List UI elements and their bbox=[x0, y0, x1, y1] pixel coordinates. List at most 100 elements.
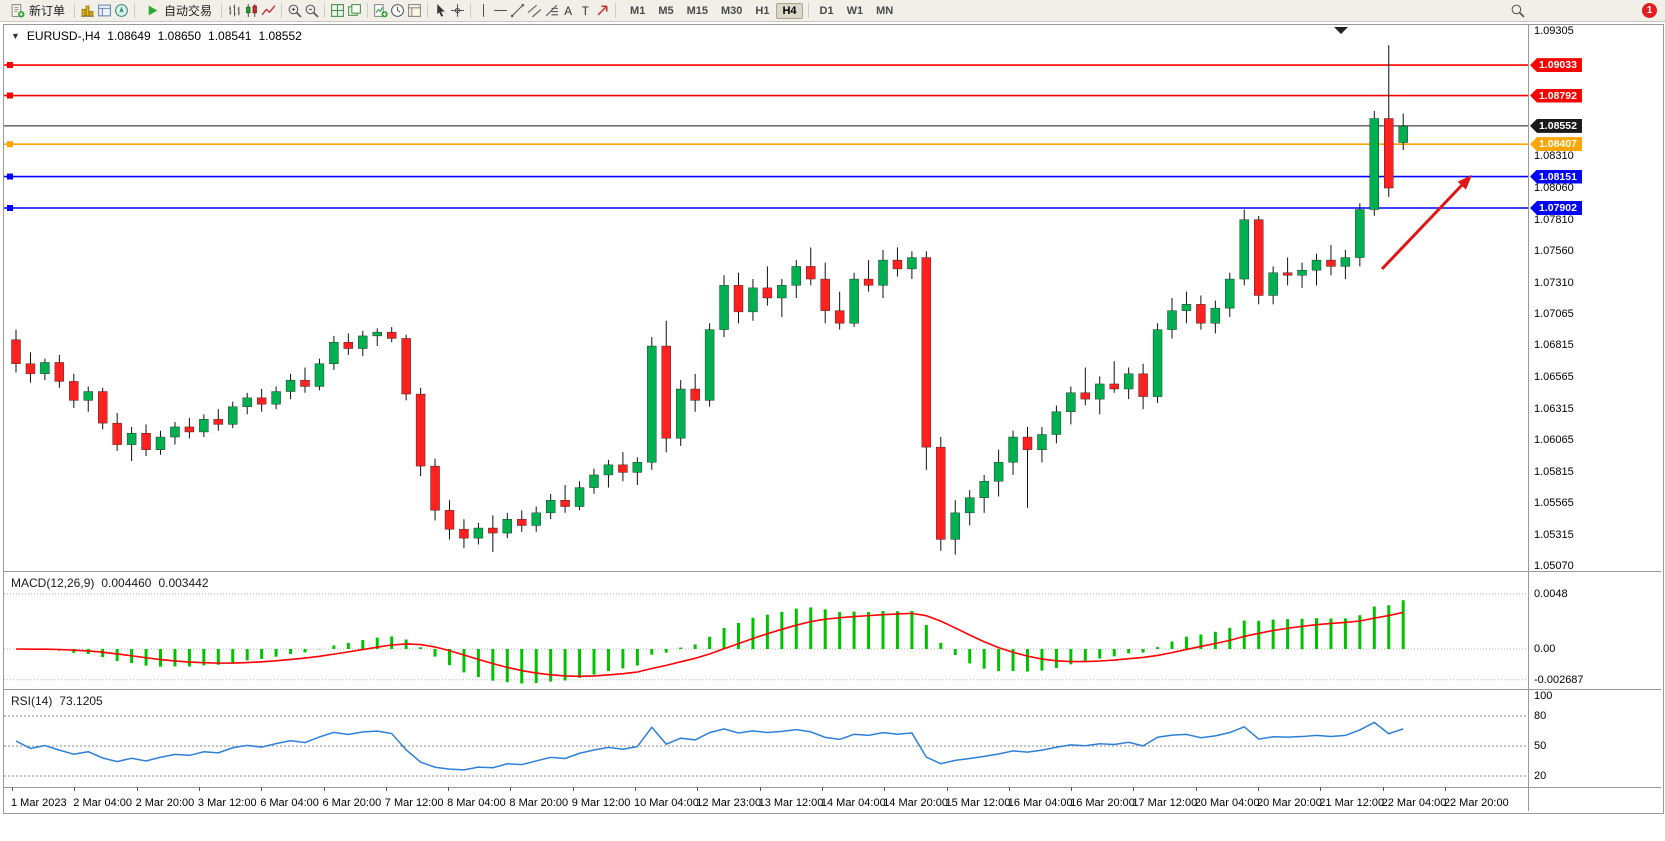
price-axis-label: 1.06565 bbox=[1534, 370, 1574, 383]
text-icon[interactable]: A bbox=[560, 2, 577, 19]
price-line-tag: 1.08552 bbox=[1530, 118, 1582, 133]
timeframe-w1-button[interactable]: W1 bbox=[846, 4, 864, 17]
tile-windows-icon[interactable] bbox=[329, 2, 346, 19]
fibonacci-icon[interactable] bbox=[543, 2, 560, 19]
time-axis-tick bbox=[1008, 787, 1010, 791]
search-icon[interactable] bbox=[1509, 2, 1526, 19]
price-axis-label: 1.07310 bbox=[1534, 276, 1574, 289]
time-axis-tick bbox=[821, 787, 823, 791]
panel-separator bbox=[4, 787, 1661, 788]
time-axis-tick bbox=[1258, 787, 1259, 791]
time-axis[interactable]: 1 Mar 2023 2 Mar 04:00 2 Mar 20:00 3 Mar 12… bbox=[4, 787, 1528, 812]
open-value: 1.08649 bbox=[107, 29, 151, 43]
time-axis-tick bbox=[1320, 787, 1322, 791]
line-chart-icon[interactable] bbox=[260, 2, 277, 19]
svg-text:A: A bbox=[564, 5, 572, 18]
time-axis-label: 22 Mar 04:00 bbox=[1381, 797, 1447, 809]
timeframe-h4-button[interactable]: H4 bbox=[776, 2, 803, 19]
indicators-icon[interactable] bbox=[372, 2, 389, 19]
macd-axis-label: 0.00 bbox=[1534, 643, 1556, 655]
price-axis-label: 1.07560 bbox=[1534, 245, 1574, 258]
price-axis-label: 1.07810 bbox=[1534, 213, 1574, 226]
time-axis-tick bbox=[385, 787, 387, 791]
toolbar-separator bbox=[427, 3, 429, 18]
time-axis-tick bbox=[323, 787, 325, 791]
time-axis-tick bbox=[572, 787, 574, 791]
price-axis-label: 1.05070 bbox=[1534, 559, 1574, 572]
price-axis[interactable]: 1.09305 1.08310 1.08060 1.07810 1.07560 1.073… bbox=[1529, 25, 1661, 811]
timeframe-d1-button[interactable]: D1 bbox=[819, 4, 834, 17]
time-axis-tick bbox=[1444, 787, 1446, 791]
zoom-in-icon[interactable] bbox=[286, 2, 303, 19]
price-axis-label: 1.06315 bbox=[1534, 402, 1574, 415]
time-axis-label: 14 Mar 20:00 bbox=[883, 797, 949, 809]
horizontal-line-icon[interactable] bbox=[492, 2, 509, 19]
rsi-panel[interactable] bbox=[4, 690, 1528, 787]
svg-text:T: T bbox=[582, 5, 589, 18]
arrows-icon[interactable] bbox=[594, 2, 611, 19]
timeframe-m30-button[interactable]: M30 bbox=[721, 4, 743, 17]
vertical-line-icon[interactable] bbox=[475, 2, 492, 19]
macd-header: MACD(12,26,9) 0.004460 0.003442 bbox=[11, 576, 209, 590]
timeframe-toolbar: M1 M5 M15 M30 H1 H4 D1 W1 MN bbox=[624, 2, 899, 19]
timeframe-h1-button[interactable]: H1 bbox=[755, 4, 770, 17]
timeframe-m1-button[interactable]: M1 bbox=[630, 4, 646, 17]
timeframe-mn-button[interactable]: MN bbox=[876, 4, 894, 17]
navigator-icon[interactable] bbox=[113, 2, 130, 19]
time-axis-label: 10 Mar 04:00 bbox=[634, 797, 699, 809]
bar-chart-icon[interactable] bbox=[226, 2, 243, 19]
text-label-icon[interactable]: T bbox=[577, 2, 594, 19]
data-window-icon[interactable] bbox=[96, 2, 113, 19]
ohlc-header: ▼ EURUSD-,H4 1.08649 1.08650 1.08541 1.0… bbox=[11, 29, 302, 43]
new-order-button[interactable]: 新订单 bbox=[4, 0, 70, 21]
toolbar: 新订单 自动交易 bbox=[0, 0, 1665, 22]
trend-arrow bbox=[1380, 183, 1464, 271]
time-axis-label: 8 Mar 04:00 bbox=[447, 797, 506, 809]
toolbar-separator bbox=[221, 3, 223, 18]
price-line-tag: 1.07902 bbox=[1530, 201, 1582, 215]
one-click-trading-icon[interactable]: ▼ bbox=[11, 31, 20, 41]
toolbar-right: 1 bbox=[1509, 2, 1661, 19]
price-axis-label: 1.05565 bbox=[1534, 497, 1574, 510]
price-axis-label: 1.08060 bbox=[1534, 182, 1574, 195]
chart-plot-area[interactable] bbox=[4, 25, 1528, 571]
auto-trading-button[interactable]: 自动交易 bbox=[139, 0, 217, 21]
chart-window: ▼ EURUSD-,H4 1.08649 1.08650 1.08541 1.0… bbox=[3, 24, 1664, 814]
macd-axis-label: -0.002687 bbox=[1534, 673, 1584, 686]
trendline-icon[interactable] bbox=[509, 2, 526, 19]
time-axis-tick bbox=[1195, 787, 1197, 791]
market-watch-icon[interactable] bbox=[79, 2, 96, 19]
toolbar-separator bbox=[470, 3, 472, 18]
price-line-tag: 1.08792 bbox=[1530, 88, 1582, 103]
macd-panel[interactable] bbox=[4, 572, 1528, 689]
timeframe-m15-button[interactable]: M15 bbox=[686, 4, 708, 17]
new-order-icon bbox=[9, 2, 26, 19]
panel-separator[interactable] bbox=[4, 689, 1661, 690]
zoom-out-icon[interactable] bbox=[303, 2, 320, 19]
cascade-windows-icon[interactable] bbox=[346, 2, 363, 19]
time-axis-tick bbox=[884, 787, 886, 791]
auto-trading-label: 自动交易 bbox=[164, 4, 213, 18]
candlestick-chart-icon[interactable] bbox=[243, 2, 260, 19]
toolbar-separator bbox=[324, 3, 326, 18]
periods-icon[interactable] bbox=[389, 2, 406, 19]
crosshair-icon[interactable] bbox=[449, 2, 466, 19]
price-axis-label: 1.08310 bbox=[1534, 150, 1574, 163]
time-axis-label: 6 Mar 04:00 bbox=[260, 797, 319, 809]
rsi-header: RSI(14) 73.1205 bbox=[11, 694, 103, 708]
time-axis-label: 22 Mar 20:00 bbox=[1443, 797, 1509, 809]
time-axis-tick bbox=[448, 787, 450, 791]
time-axis-tick bbox=[1382, 787, 1384, 791]
equidistant-channel-icon[interactable] bbox=[526, 2, 543, 19]
price-line-tag: 1.08407 bbox=[1530, 137, 1582, 152]
cursor-icon[interactable] bbox=[432, 2, 449, 19]
time-axis-label: 16 Mar 20:00 bbox=[1070, 797, 1135, 809]
time-axis-label: 2 Mar 04:00 bbox=[73, 797, 132, 809]
timeframe-m5-button[interactable]: M5 bbox=[658, 4, 674, 17]
time-axis-label: 13 Mar 12:00 bbox=[758, 797, 824, 809]
low-value: 1.08541 bbox=[208, 29, 252, 43]
toolbar-separator bbox=[134, 3, 136, 18]
panel-separator[interactable] bbox=[4, 571, 1661, 572]
templates-icon[interactable] bbox=[406, 2, 423, 19]
notification-badge[interactable]: 1 bbox=[1642, 3, 1657, 18]
